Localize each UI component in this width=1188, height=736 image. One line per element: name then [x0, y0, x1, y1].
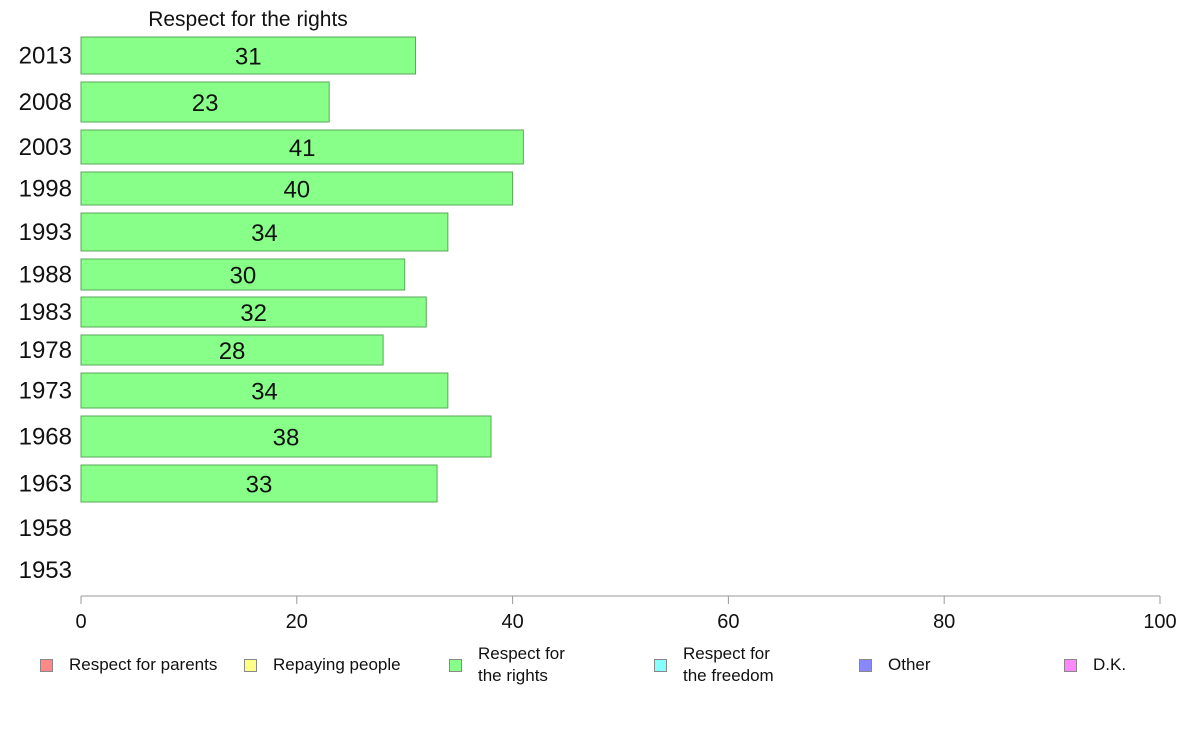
y-tick-label-1963: 1963 [19, 471, 72, 498]
legend-item-repaying-people: Repaying people [244, 654, 401, 676]
bar-1968 [80, 415, 492, 458]
bar-2008 [80, 81, 330, 123]
chart-title: Respect for the rights [148, 8, 348, 31]
y-tick-label-1998: 1998 [19, 176, 72, 203]
legend-swatch [449, 658, 462, 672]
bar-value-label-1973: 34 [251, 379, 278, 406]
bar-value-label-1978: 28 [219, 338, 246, 365]
legend-swatch [654, 658, 667, 672]
legend-item-respect-for-parents: Respect for parents [40, 654, 217, 676]
legend-label: Respect for the freedom [683, 644, 774, 685]
legend-item-respect-for-the-rights: Respect for the rights [449, 643, 565, 687]
x-axis: 0 20 40 60 80 100 [75, 595, 1177, 633]
legend-swatch [859, 658, 872, 672]
bar-1988 [80, 258, 406, 291]
x-tick-label-60: 60 [717, 611, 739, 633]
y-tick-label-1953: 1953 [19, 557, 72, 584]
y-tick-label-1973: 1973 [19, 378, 72, 405]
y-tick-label-2013: 2013 [19, 43, 72, 70]
bar-value-label-2008: 23 [192, 90, 219, 117]
y-tick-label-1993: 1993 [19, 219, 72, 246]
y-axis-labels: 2013 2008 2003 1998 1993 1988 1983 1978 1973 1968… [19, 43, 72, 585]
bar-1963 [80, 464, 438, 503]
bar-value-label-1983: 32 [240, 300, 267, 327]
x-tick-label-0: 0 [75, 611, 86, 633]
y-tick-label-2008: 2008 [19, 89, 72, 116]
legend-swatch [40, 658, 53, 672]
bar-value-label-1988: 30 [229, 263, 256, 290]
y-tick-label-1978: 1978 [19, 337, 72, 364]
bar-1993 [80, 212, 449, 252]
bar-1998 [80, 171, 514, 206]
legend-item-dk: D.K. [1064, 654, 1126, 676]
bar-2013 [80, 36, 416, 75]
bar-value-label-1998: 40 [283, 177, 310, 204]
bar-value-label-2013: 31 [235, 44, 262, 71]
bar-value-label-1968: 38 [273, 425, 300, 452]
bar-value-label-2003: 41 [289, 135, 316, 162]
legend-label: Repaying people [273, 655, 401, 674]
legend-item-other: Other [859, 654, 931, 676]
x-tick-label-100: 100 [1143, 611, 1176, 633]
legend-label: Respect for the rights [478, 644, 565, 685]
y-tick-label-1958: 1958 [19, 515, 72, 542]
legend-label: Respect for parents [69, 655, 218, 674]
bar-value-label-1963: 33 [246, 472, 273, 499]
bar-chart: Respect for the rights 31234140343032283… [19, 8, 1177, 633]
y-tick-label-1988: 1988 [19, 262, 72, 289]
y-tick-label-1968: 1968 [19, 424, 72, 451]
bar-1983 [80, 296, 427, 328]
bar-value-label-1993: 34 [251, 220, 278, 247]
legend: Respect for parents Repaying people Resp… [0, 640, 1188, 700]
y-tick-label-1983: 1983 [19, 299, 72, 326]
legend-swatch [244, 658, 257, 672]
x-tick-label-80: 80 [933, 611, 955, 633]
x-tick-label-40: 40 [501, 611, 523, 633]
bar-2003 [80, 129, 524, 165]
legend-item-respect-for-the-freedom: Respect for the freedom [654, 643, 774, 687]
bar-1978 [80, 334, 384, 366]
legend-swatch [1064, 658, 1077, 672]
bar-1973 [80, 372, 449, 409]
legend-label: D.K. [1093, 655, 1127, 674]
y-tick-label-2003: 2003 [19, 134, 72, 161]
legend-label: Other [888, 655, 931, 674]
x-tick-label-20: 20 [286, 611, 308, 633]
